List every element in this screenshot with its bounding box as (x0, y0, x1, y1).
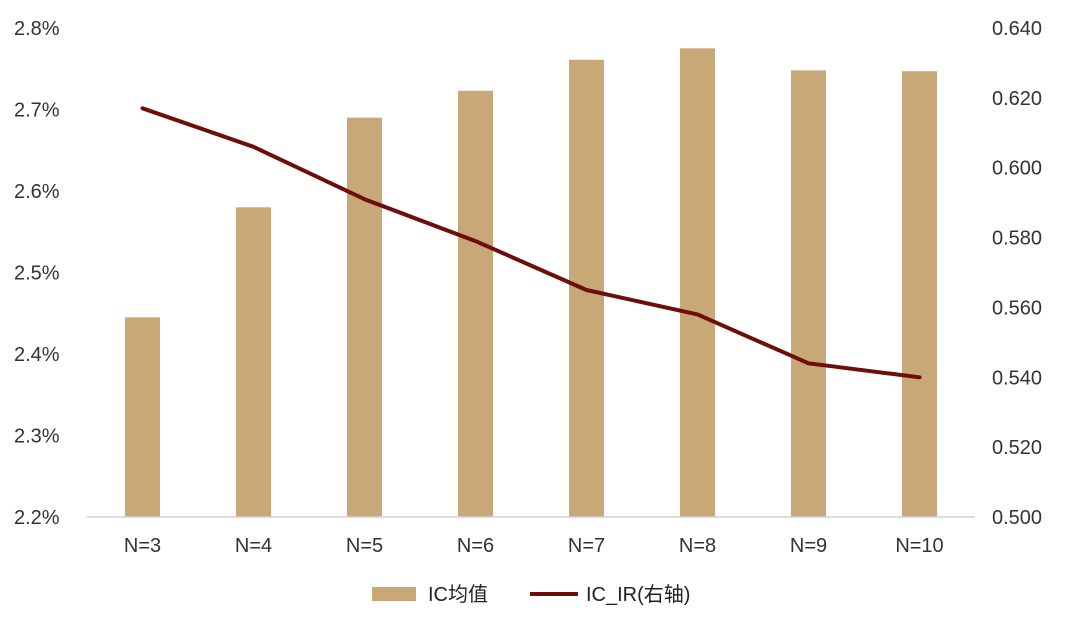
right-tick-label: 0.540 (992, 367, 1042, 389)
left-tick-label: 2.6% (14, 181, 60, 203)
x-tick-label: N=4 (235, 535, 272, 557)
right-tick-label: 0.500 (992, 507, 1042, 529)
ic-mean-bars (125, 48, 937, 518)
bar (791, 70, 826, 517)
bar (680, 48, 715, 517)
left-tick-label: 2.2% (14, 507, 60, 529)
left-tick-label: 2.5% (14, 263, 60, 285)
right-tick-label: 0.640 (992, 18, 1042, 40)
right-tick-label: 0.560 (992, 297, 1042, 319)
left-tick-label: 2.4% (14, 344, 60, 366)
right-tick-label: 0.580 (992, 228, 1042, 250)
legend-label-ic-ir: IC_IR(右轴) (586, 583, 690, 606)
bar (236, 207, 271, 518)
bar (458, 90, 493, 517)
ic-ir-line (140, 106, 922, 380)
right-axis-ticks: 0.500 0.520 0.540 0.560 0.580 0.600 0.620 0.640 (992, 18, 1042, 529)
legend: IC均值 IC_IR(右轴) (372, 583, 690, 606)
left-tick-label: 2.7% (14, 100, 60, 122)
x-tick-label: N=6 (457, 535, 494, 557)
x-tick-label: N=5 (346, 535, 383, 557)
bar (125, 317, 160, 517)
right-tick-label: 0.620 (992, 88, 1042, 110)
left-axis-ticks: 2.2% 2.3% 2.4% 2.5% 2.6% 2.7% 2.8% (14, 18, 60, 529)
x-axis-ticks: N=3 N=4 N=5 N=6 N=7 N=8 N=9 N=10 (124, 535, 944, 557)
x-tick-label: N=3 (124, 535, 161, 557)
bar (902, 71, 937, 517)
x-tick-label: N=10 (895, 535, 943, 557)
left-tick-label: 2.8% (14, 18, 60, 40)
x-tick-label: N=8 (679, 535, 716, 557)
right-tick-label: 0.520 (992, 437, 1042, 459)
left-tick-label: 2.3% (14, 426, 60, 448)
x-tick-label: N=7 (568, 535, 605, 557)
bar (347, 117, 382, 518)
x-tick-label: N=9 (790, 535, 827, 557)
legend-swatch-ic-mean (372, 587, 416, 601)
right-tick-label: 0.600 (992, 158, 1042, 180)
legend-label-ic-mean: IC均值 (428, 583, 488, 606)
